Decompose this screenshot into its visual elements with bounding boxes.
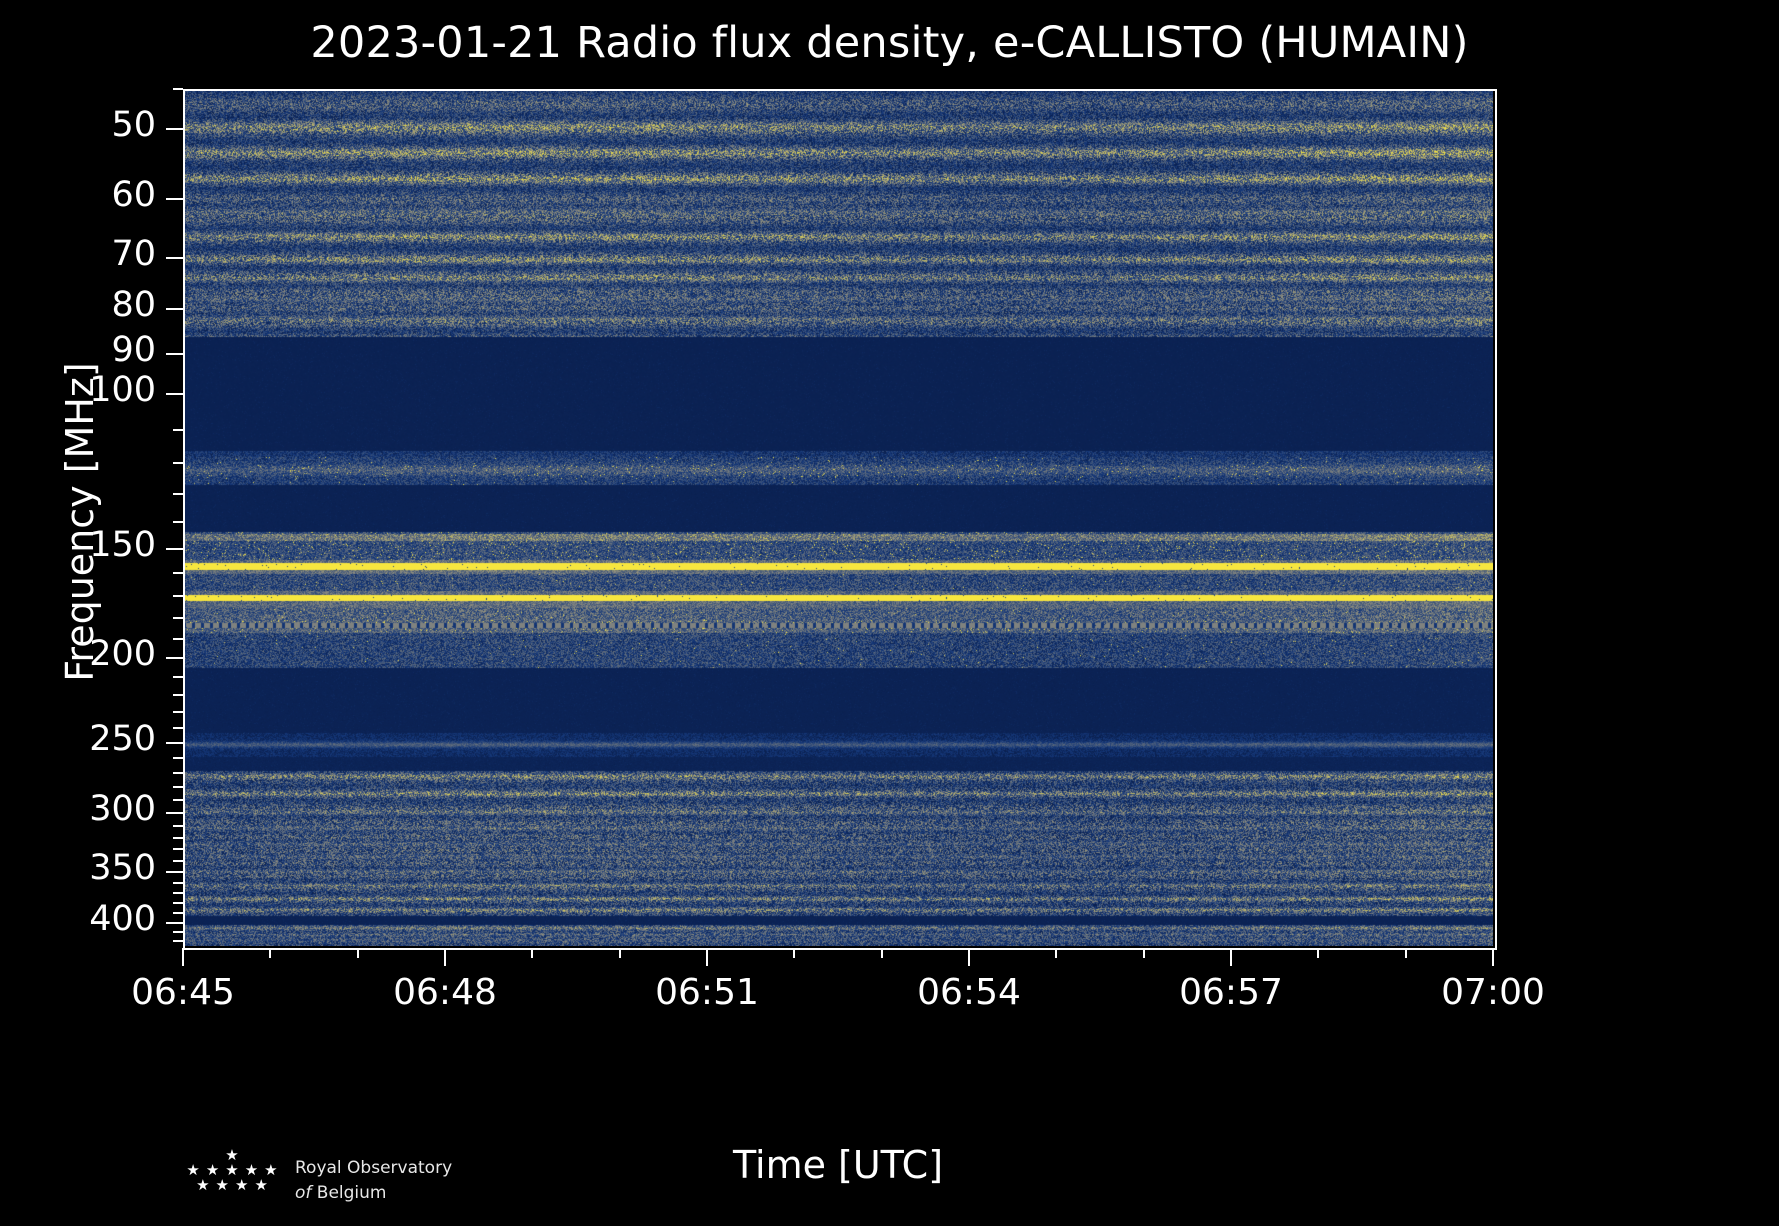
spectrogram-image — [183, 89, 1493, 946]
y-tick-350 — [166, 870, 183, 873]
x-tick-label: 07:00 — [1441, 972, 1545, 1013]
y-minor-tick — [173, 492, 183, 495]
star-icon: ★ — [225, 1146, 239, 1164]
star-icon: ★ — [235, 1176, 249, 1194]
y-minor-tick — [173, 931, 183, 934]
y-minor-tick — [173, 710, 183, 713]
y-minor-tick — [173, 892, 183, 895]
y-tick-label: 250 — [89, 719, 156, 760]
y-minor-tick — [173, 848, 183, 851]
x-minor-tick — [1142, 948, 1145, 958]
y-minor-tick — [173, 771, 183, 774]
star-icon: ★ — [215, 1176, 229, 1194]
y-minor-tick — [173, 462, 183, 465]
page-title: 2023-01-21 Radio flux density, e-CALLIST… — [310, 18, 1469, 68]
y-tick-label: 300 — [89, 789, 156, 830]
x-minor-tick — [1317, 948, 1320, 958]
y-minor-tick — [173, 88, 183, 90]
logo-belgium-word: Belgium — [316, 1182, 387, 1203]
y-tick-80 — [166, 307, 183, 310]
y-minor-tick — [173, 881, 183, 884]
y-minor-tick — [173, 429, 183, 432]
y-tick-label: 200 — [89, 634, 156, 675]
y-minor-tick — [173, 521, 183, 524]
x-tick-0648 — [444, 948, 446, 966]
y-minor-tick — [173, 675, 183, 678]
logo-line-1: Royal Observatory — [295, 1158, 453, 1178]
y-minor-tick — [173, 726, 183, 729]
x-tick-0645 — [182, 948, 184, 966]
star-icon: ★ — [254, 1176, 268, 1194]
y-tick-50 — [166, 128, 183, 131]
royal-observatory-logo: ★ ★ ★ ★ ★ ★ ★ ★ ★ ★ Royal Observatory of Belgium — [177, 1148, 597, 1218]
y-tick-200 — [166, 657, 183, 660]
y-minor-tick — [173, 637, 183, 640]
x-minor-tick — [793, 948, 796, 958]
logo-of-word: of — [295, 1182, 312, 1203]
y-tick-100 — [166, 392, 183, 395]
y-tick-label: 80 — [111, 284, 156, 325]
logo-stars-icon: ★ ★ ★ ★ ★ ★ ★ ★ ★ ★ — [177, 1148, 287, 1210]
y-minor-tick — [173, 824, 183, 827]
y-tick-90 — [166, 352, 183, 355]
spectrogram-plot-area[interactable] — [183, 89, 1493, 946]
y-minor-tick — [173, 940, 183, 943]
x-tick-0657 — [1230, 948, 1232, 966]
star-icon: ★ — [196, 1176, 210, 1194]
logo-line-2: of Belgium — [295, 1181, 585, 1206]
x-minor-tick — [269, 948, 272, 958]
logo-text: Royal Observatory of Belgium — [295, 1156, 585, 1205]
y-tick-70 — [166, 256, 183, 259]
x-minor-tick — [531, 948, 534, 958]
x-tick-0700 — [1492, 948, 1494, 966]
x-tick-0654 — [968, 948, 970, 966]
y-tick-150 — [166, 547, 183, 550]
y-minor-tick — [173, 693, 183, 696]
y-tick-label: 100 — [89, 369, 156, 410]
y-minor-tick — [173, 572, 183, 575]
y-minor-tick — [173, 799, 183, 802]
star-icon: ★ — [244, 1161, 259, 1179]
x-minor-tick — [1055, 948, 1058, 958]
y-minor-tick — [173, 785, 183, 788]
y-tick-300 — [166, 812, 183, 815]
logo-star-row: ★ ★ ★ ★ — [177, 1178, 287, 1193]
y-minor-tick — [173, 617, 183, 620]
x-minor-tick — [356, 948, 359, 958]
y-minor-tick — [173, 912, 183, 915]
x-tick-label: 06:57 — [1179, 972, 1283, 1013]
y-tick-label: 400 — [89, 898, 156, 939]
y-tick-label: 90 — [111, 329, 156, 370]
y-axis-title: Frequency [MHz] — [58, 362, 102, 682]
x-minor-tick — [618, 948, 621, 958]
x-tick-label: 06:51 — [655, 972, 759, 1013]
y-tick-400 — [166, 921, 183, 924]
y-tick-label: 150 — [89, 524, 156, 565]
x-tick-label: 06:45 — [131, 972, 235, 1013]
y-tick-label: 50 — [111, 105, 156, 146]
y-minor-tick — [173, 859, 183, 862]
y-tick-label: 60 — [111, 174, 156, 215]
star-icon: ★ — [264, 1161, 278, 1179]
x-tick-label: 06:54 — [917, 972, 1021, 1013]
y-tick-label: 70 — [111, 233, 156, 274]
y-tick-250 — [166, 742, 183, 745]
y-tick-label: 350 — [89, 847, 156, 888]
logo-star-row: ★ ★ ★ ★ ★ — [177, 1163, 287, 1178]
star-icon: ★ — [205, 1161, 220, 1179]
x-tick-label: 06:48 — [393, 972, 497, 1013]
x-minor-tick — [1404, 948, 1407, 958]
x-axis-title: Time [UTC] — [732, 1143, 944, 1187]
star-icon: ★ — [186, 1161, 200, 1179]
y-tick-60 — [166, 197, 183, 200]
y-minor-tick — [173, 902, 183, 905]
y-minor-tick — [173, 595, 183, 598]
star-icon: ★ — [225, 1161, 239, 1179]
y-minor-tick — [173, 757, 183, 760]
logo-star-row: ★ — [177, 1148, 287, 1163]
y-minor-tick — [173, 836, 183, 839]
x-tick-0651 — [706, 948, 708, 966]
x-minor-tick — [880, 948, 883, 958]
